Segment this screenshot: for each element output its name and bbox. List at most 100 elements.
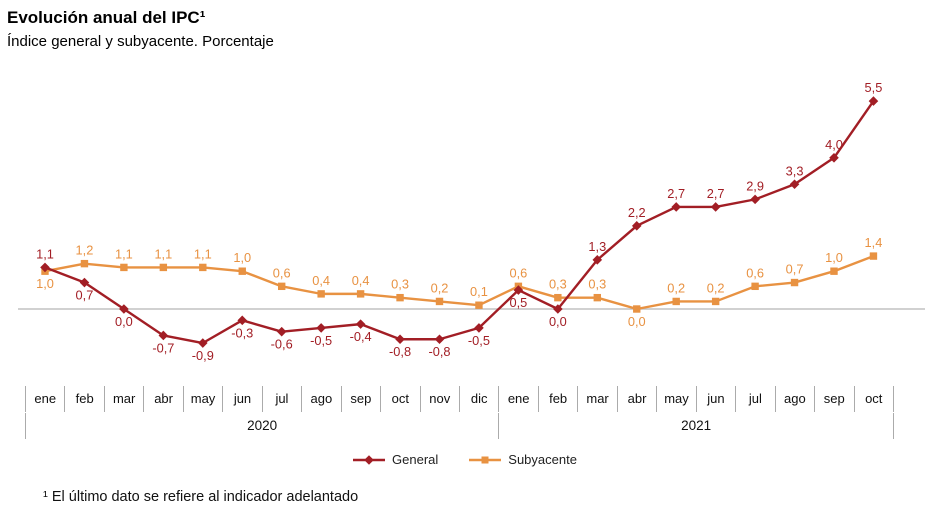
legend-label-general: General: [392, 452, 439, 467]
chart-legend: General Subyacente: [0, 452, 929, 467]
square-marker: [238, 267, 246, 275]
diamond-marker: [237, 315, 248, 326]
data-label: 1,1: [36, 246, 54, 261]
x-axis-label: sep: [815, 386, 855, 412]
data-label: 0,2: [667, 280, 685, 295]
diamond-marker: [631, 221, 642, 231]
data-label: 1,0: [233, 250, 251, 265]
data-label: 3,3: [786, 163, 804, 178]
data-label: 0,6: [510, 265, 528, 280]
square-marker: [711, 297, 720, 306]
footnote: ¹ El último dato se refiere al indicador…: [43, 489, 359, 505]
general-series-swatch-icon: [353, 454, 386, 465]
data-label: 0,3: [588, 277, 606, 292]
diamond-marker: [395, 334, 405, 345]
data-label: 2,7: [707, 186, 725, 201]
diamond-marker: [671, 202, 681, 212]
data-label: -0,3: [231, 325, 253, 340]
x-axis-label: feb: [65, 386, 105, 412]
x-axis-label: mar: [578, 386, 618, 412]
data-label: 2,2: [628, 205, 646, 220]
legend-label-subyacente: Subyacente: [508, 452, 577, 467]
data-label: 1,0: [36, 276, 54, 291]
diamond-marker: [829, 153, 839, 163]
x-axis-label: sep: [342, 386, 382, 412]
data-label: 0,0: [628, 314, 646, 329]
diamond-marker: [158, 330, 169, 341]
x-axis-label: ago: [776, 386, 816, 412]
data-label: -0,7: [152, 340, 174, 355]
x-axis-label: abr: [144, 386, 184, 412]
data-label: -0,4: [350, 329, 372, 344]
data-label: 4,0: [825, 137, 843, 152]
square-marker: [830, 267, 838, 275]
legend-item-subyacente: Subyacente: [468, 452, 577, 467]
data-label: -0,5: [310, 333, 332, 348]
square-marker: [672, 297, 680, 306]
data-label: 0,0: [549, 314, 567, 329]
square-marker: [396, 293, 404, 302]
data-label: 1,4: [865, 235, 883, 250]
x-axis-labels: ene feb mar abr may jun jul ago sep oct nov dic ene f…: [25, 386, 894, 412]
x-axis-label: ene: [26, 386, 66, 412]
x-axis-label: jun: [697, 386, 737, 412]
square-marker: [80, 259, 89, 268]
data-label: 0,6: [746, 265, 764, 280]
square-marker: [435, 297, 444, 306]
data-label: -0,8: [389, 344, 411, 359]
data-label: -0,6: [271, 337, 293, 352]
data-label: 0,6: [273, 265, 291, 280]
diamond-marker: [789, 179, 800, 190]
square-marker: [278, 282, 286, 291]
data-label: 0,4: [352, 273, 370, 288]
subyacente-series-swatch-icon: [469, 456, 502, 463]
series-line-general: [43, 99, 875, 345]
data-label: 1,1: [194, 246, 212, 261]
data-label: 5,5: [865, 80, 883, 95]
x-axis-label: jun: [223, 386, 263, 412]
series-line-subyacente: [43, 254, 875, 311]
x-axis-label: oct: [381, 386, 421, 412]
ipc-line-chart: 1,0 1,2 1,1 1,1 1,1 1,0 0,6 0,4 0,4 0,3 0,2 0,1 0,6 0…: [18, 80, 925, 363]
square-marker: [317, 290, 325, 298]
square-marker: [159, 263, 168, 272]
year-label: 2020: [26, 413, 500, 439]
chart-title: Evolución anual del IPC¹: [7, 8, 206, 27]
data-label: -0,5: [468, 333, 490, 348]
diamond-marker: [553, 304, 563, 314]
square-marker: [751, 282, 759, 291]
diamond-marker: [119, 304, 129, 314]
data-label: 0,7: [786, 262, 804, 277]
square-marker: [633, 305, 641, 313]
data-label: -0,8: [428, 344, 450, 359]
diamond-marker: [198, 338, 208, 348]
chart-header: Evolución anual del IPC¹ Índice general …: [7, 8, 274, 50]
data-label: -0,9: [192, 348, 214, 363]
x-axis-label: ene: [499, 386, 539, 412]
year-label: 2021: [499, 413, 894, 439]
square-marker: [356, 290, 365, 298]
data-label: 1,3: [588, 239, 606, 254]
square-marker: [790, 278, 799, 287]
diamond-marker: [513, 285, 524, 295]
diamond-marker: [355, 319, 366, 329]
diamond-marker: [868, 96, 879, 106]
data-label: 0,3: [391, 277, 409, 292]
x-axis-label: jul: [736, 386, 776, 412]
diamond-marker: [276, 326, 287, 337]
data-label: 2,9: [746, 178, 764, 193]
diamond-marker: [474, 323, 484, 333]
chart-subtitle: Índice general y subyacente. Porcentaje: [7, 33, 274, 50]
data-label: 0,2: [431, 280, 449, 295]
diamond-marker: [750, 194, 760, 205]
data-label: 0,1: [470, 284, 488, 299]
square-marker: [554, 293, 562, 302]
data-label: 0,3: [549, 277, 567, 292]
x-axis-label: ago: [302, 386, 342, 412]
data-label: 0,2: [707, 280, 725, 295]
square-marker: [120, 263, 128, 272]
data-label: 0,5: [510, 295, 528, 310]
diamond-marker: [710, 202, 721, 212]
x-axis-label: may: [184, 386, 224, 412]
